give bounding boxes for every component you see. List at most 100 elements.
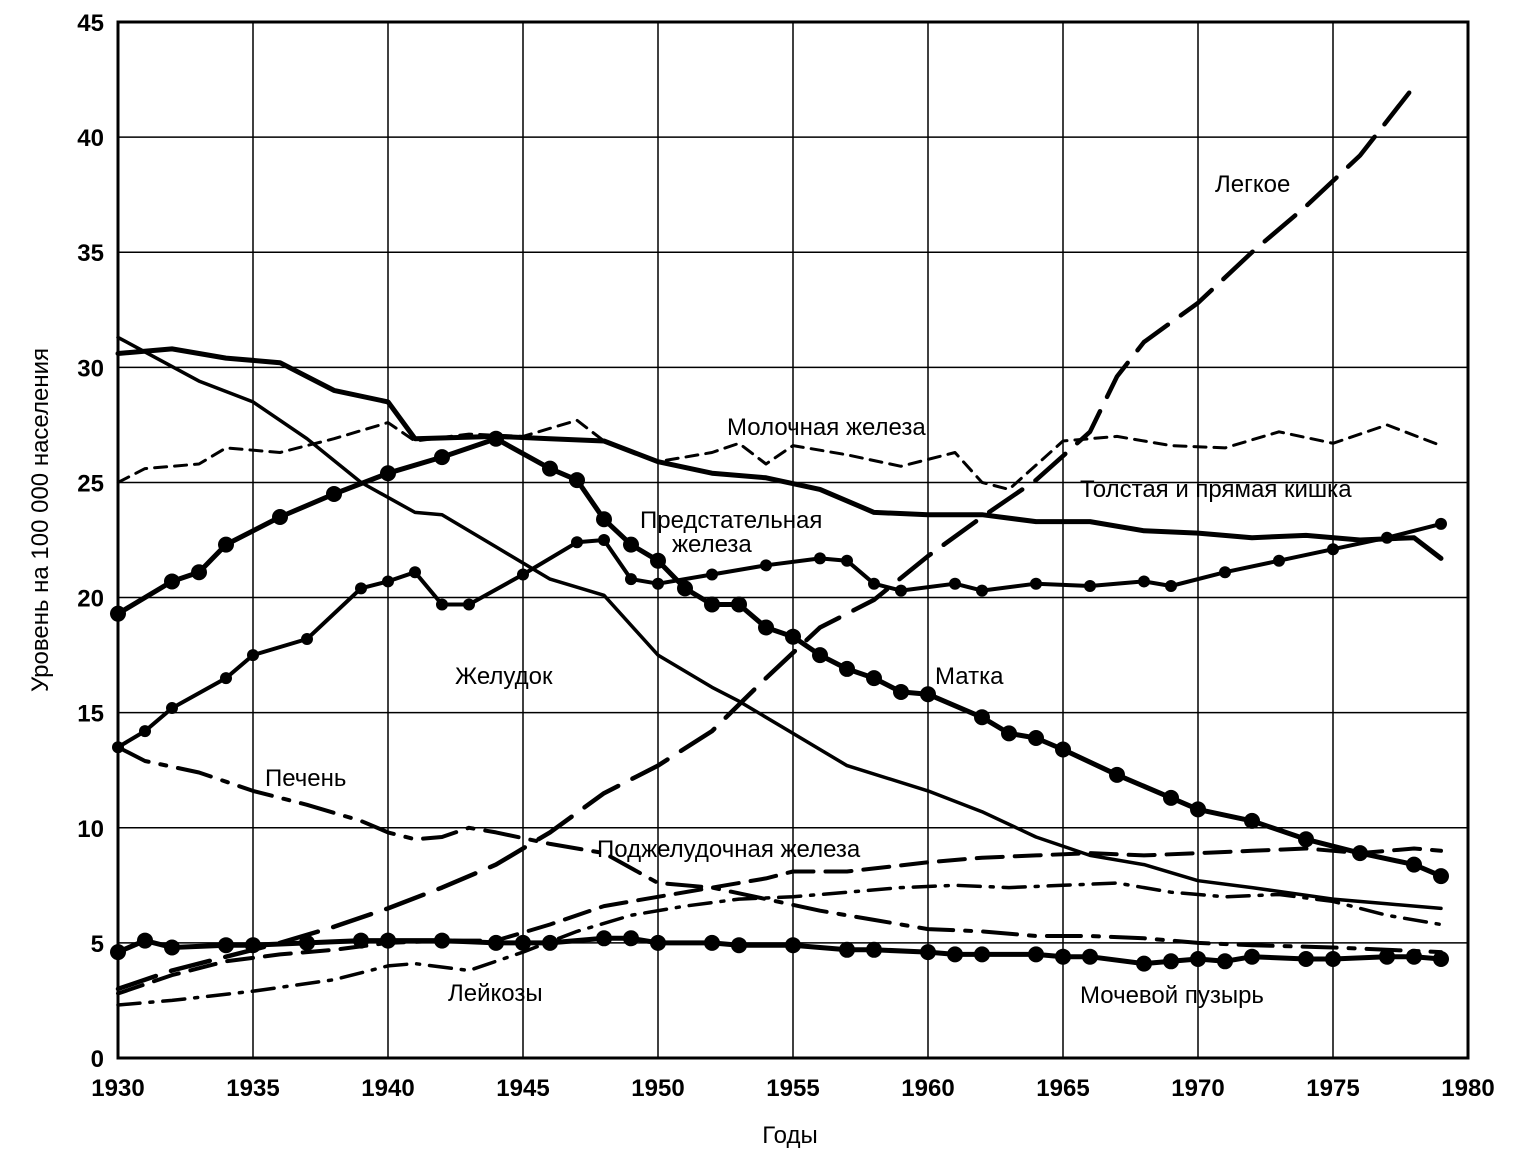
- data-point: [652, 577, 664, 590]
- data-point: [542, 934, 558, 951]
- series-label: Поджелудочная железа: [597, 836, 861, 863]
- data-point: [1406, 948, 1422, 965]
- data-point: [436, 598, 448, 611]
- data-point: [760, 559, 772, 572]
- x-tick-label: 1965: [1036, 1075, 1089, 1102]
- x-tick-label: 1930: [91, 1075, 144, 1102]
- series-line: [116, 521, 1443, 750]
- data-point: [1325, 951, 1341, 968]
- data-point: [839, 941, 855, 958]
- data-point: [245, 937, 261, 954]
- data-point: [1190, 951, 1206, 968]
- series-6: [116, 745, 1443, 955]
- series-label: Печень: [265, 765, 346, 792]
- data-point: [1163, 789, 1179, 806]
- data-point: [868, 577, 880, 590]
- data-point: [515, 934, 531, 951]
- plot-frame: [116, 20, 1470, 1060]
- y-tick-label: 30: [77, 355, 104, 382]
- data-point: [974, 946, 990, 963]
- data-point: [353, 932, 369, 949]
- data-point: [164, 939, 180, 956]
- data-point: [166, 702, 178, 715]
- data-point: [841, 554, 853, 567]
- data-point: [920, 944, 936, 961]
- series-line: [115, 346, 1444, 561]
- series-line: [115, 84, 1417, 992]
- data-point: [1109, 766, 1125, 783]
- data-point: [949, 577, 961, 590]
- series-line: [116, 881, 1443, 1007]
- x-tick-label: 1975: [1306, 1075, 1359, 1102]
- data-point: [1379, 948, 1395, 965]
- data-point: [301, 632, 313, 645]
- y-tick-label: 35: [77, 240, 104, 267]
- data-point: [1217, 953, 1233, 970]
- data-point: [650, 552, 666, 569]
- y-tick-label: 40: [77, 125, 104, 152]
- y-tick-label: 5: [91, 931, 104, 958]
- data-point: [1190, 801, 1206, 818]
- data-point: [247, 649, 259, 662]
- series-9: [110, 930, 1449, 972]
- data-point: [1030, 577, 1042, 590]
- data-point: [812, 647, 828, 664]
- data-point: [1165, 580, 1177, 593]
- series-labels: Легкое Молочная железа Толстая и прямая ки…: [265, 171, 1352, 1009]
- data-point: [758, 619, 774, 636]
- data-point: [191, 564, 207, 581]
- data-point: [1244, 948, 1260, 965]
- data-point: [895, 584, 907, 597]
- data-point: [623, 930, 639, 947]
- data-point: [137, 932, 153, 949]
- data-point: [488, 934, 504, 951]
- data-point: [488, 430, 504, 447]
- data-point: [1435, 517, 1447, 530]
- y-tick-label: 15: [77, 701, 104, 728]
- series-line: [115, 436, 1444, 879]
- data-point: [1028, 729, 1044, 746]
- data-point: [1055, 948, 1071, 965]
- data-point: [677, 580, 693, 597]
- y-tick-label: 45: [77, 10, 104, 37]
- data-point: [220, 672, 232, 685]
- data-point: [974, 709, 990, 726]
- data-point: [596, 930, 612, 947]
- series-label-line1: Предстательная: [640, 507, 822, 534]
- data-point: [976, 584, 988, 597]
- data-point: [866, 670, 882, 687]
- data-point: [1136, 955, 1152, 972]
- series-0: [115, 84, 1417, 992]
- data-point: [355, 582, 367, 595]
- data-point: [1244, 812, 1260, 829]
- series-label: Матка: [935, 663, 1004, 690]
- x-tick-label: 1980: [1441, 1075, 1494, 1102]
- x-tick-label: 1970: [1171, 1075, 1224, 1102]
- data-point: [569, 472, 585, 489]
- data-point: [110, 944, 126, 961]
- data-point: [866, 941, 882, 958]
- data-point: [1138, 575, 1150, 588]
- data-point: [110, 605, 126, 622]
- x-tick-label: 1935: [226, 1075, 279, 1102]
- series-label: Лейкозы: [448, 980, 543, 1007]
- data-series: [110, 84, 1449, 1007]
- data-point: [1381, 531, 1393, 544]
- data-point: [920, 686, 936, 703]
- data-point: [1327, 543, 1339, 556]
- y-axis-title: Уровень на 100 000 населения: [27, 348, 54, 692]
- series-line: [116, 846, 1443, 996]
- series-label: Толстая и прямая кишка: [1080, 476, 1352, 503]
- data-point: [1433, 951, 1449, 968]
- x-tick-label: 1940: [361, 1075, 414, 1102]
- data-point: [731, 596, 747, 613]
- data-point: [1163, 953, 1179, 970]
- data-point: [409, 566, 421, 579]
- data-point: [139, 725, 151, 738]
- data-point: [1219, 566, 1231, 579]
- data-point: [1406, 856, 1422, 873]
- data-point: [1084, 580, 1096, 593]
- data-point: [1001, 725, 1017, 742]
- data-point: [598, 534, 610, 546]
- series-label: Легкое: [1215, 171, 1290, 198]
